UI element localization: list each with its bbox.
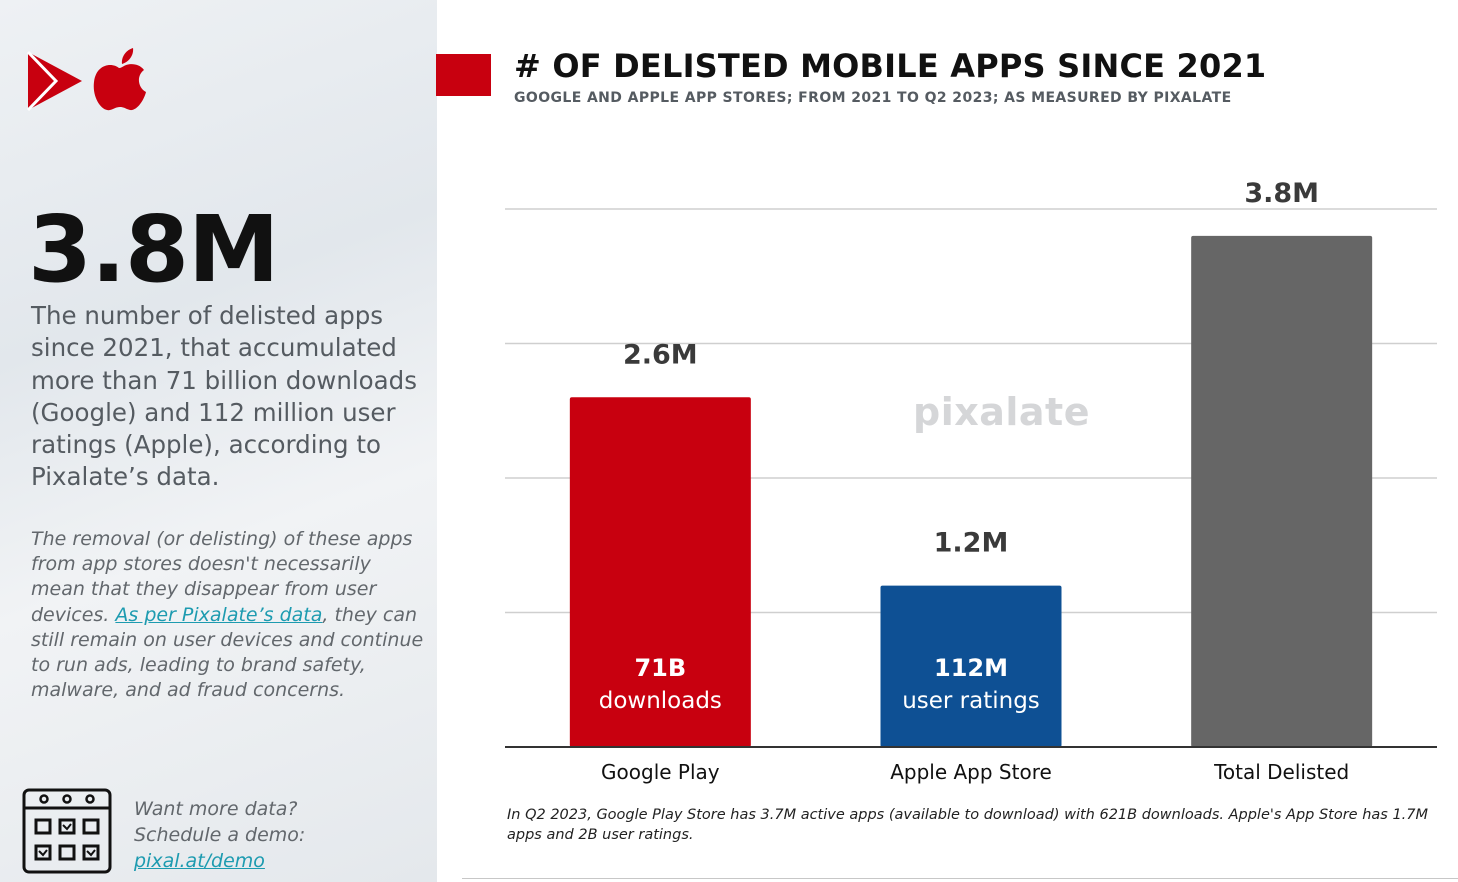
note-text: The removal (or delisting) of these apps… bbox=[31, 527, 426, 703]
bar-inner-sublabel: downloads bbox=[599, 688, 722, 714]
x-tick-label: Apple App Store bbox=[890, 760, 1052, 784]
lead-text: The number of delisted apps since 2021, … bbox=[31, 301, 417, 492]
chart-title: # OF DELISTED MOBILE APPS SINCE 2021 bbox=[514, 47, 1267, 85]
x-tick-label: Google Play bbox=[601, 760, 720, 784]
bar-apple-app-store bbox=[880, 585, 1062, 747]
data-label: 3.8M bbox=[1244, 178, 1319, 209]
bar-inner-value: 71B bbox=[634, 654, 686, 682]
bottom-rule bbox=[462, 878, 1458, 879]
pixalate-data-link[interactable]: As per Pixalate’s data bbox=[115, 603, 323, 626]
note-part-1: The removal (or delisting) of these apps… bbox=[31, 528, 413, 626]
apple-icon bbox=[93, 48, 146, 111]
note-part-2: , they can still remain on user devices … bbox=[31, 603, 424, 702]
demo-link[interactable]: pixal.at/demo bbox=[134, 850, 265, 872]
chart-subtitle: GOOGLE AND APPLE APP STORES; FROM 2021 T… bbox=[514, 90, 1232, 106]
bar-total-delisted bbox=[1191, 235, 1373, 747]
big-stat: 3.8M bbox=[28, 196, 280, 303]
bar-inner-sublabel: user ratings bbox=[902, 688, 1040, 714]
demo-line-2: Schedule a demo: bbox=[134, 824, 306, 846]
demo-cta: Want more data? Schedule a demo: pixal.a… bbox=[134, 796, 305, 874]
footnote: In Q2 2023, Google Play Store has 3.7M a… bbox=[507, 807, 1429, 843]
watermark-logo: pixalate bbox=[913, 390, 1090, 434]
bar-google-play bbox=[569, 397, 751, 747]
calendar-icon bbox=[22, 788, 112, 874]
bar-inner-value: 112M bbox=[934, 654, 1008, 682]
data-label: 2.6M bbox=[623, 339, 698, 370]
data-label: 1.2M bbox=[934, 528, 1009, 559]
play-store-icon bbox=[26, 50, 82, 112]
x-tick-label: Total Delisted bbox=[1213, 760, 1349, 784]
left-panel: 3.8M The number of delisted apps since 2… bbox=[0, 0, 437, 882]
logos bbox=[26, 48, 146, 112]
demo-line-1: Want more data? bbox=[134, 798, 298, 820]
header-accent bbox=[436, 54, 491, 96]
